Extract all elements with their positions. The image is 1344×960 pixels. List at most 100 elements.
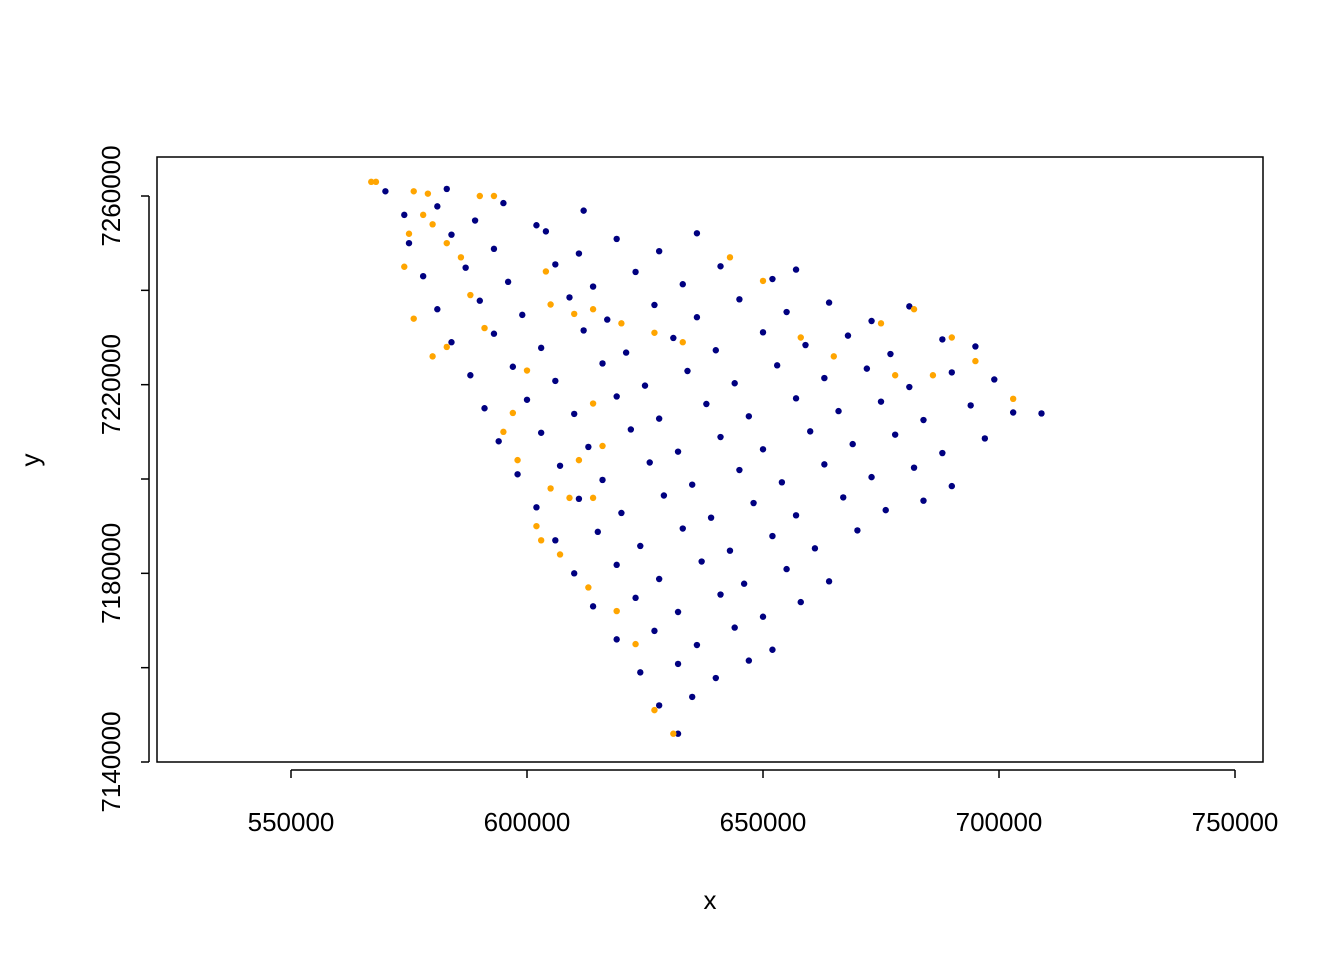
point — [429, 221, 436, 228]
point — [726, 547, 734, 554]
point — [948, 482, 956, 490]
point — [712, 674, 720, 682]
point — [589, 283, 597, 290]
point — [467, 291, 474, 299]
point — [731, 624, 738, 631]
point — [726, 254, 734, 261]
point — [585, 443, 592, 451]
point — [825, 578, 833, 585]
y-tick-label: 7180000 — [96, 523, 126, 624]
point — [840, 494, 847, 501]
point — [712, 347, 720, 354]
point — [514, 471, 521, 478]
point — [613, 607, 620, 615]
point — [443, 185, 450, 193]
point — [868, 473, 875, 481]
point — [967, 402, 974, 409]
point — [537, 537, 545, 544]
point — [542, 228, 550, 235]
point — [698, 558, 705, 565]
point — [443, 239, 450, 247]
point — [906, 303, 913, 310]
point — [797, 598, 804, 606]
point — [382, 188, 389, 195]
point — [523, 396, 531, 403]
point — [434, 306, 441, 313]
point — [972, 357, 979, 365]
point — [504, 278, 512, 286]
point — [948, 334, 956, 341]
point — [906, 383, 913, 391]
point — [877, 398, 885, 405]
point — [745, 413, 753, 420]
point — [467, 372, 474, 379]
point — [939, 336, 946, 343]
y-tick-label: 7140000 — [96, 711, 126, 812]
point — [401, 211, 408, 219]
point — [736, 466, 743, 474]
point — [792, 395, 800, 402]
point — [589, 603, 597, 610]
point — [703, 400, 710, 408]
point — [825, 299, 833, 306]
point — [651, 627, 658, 635]
point — [566, 294, 573, 301]
point — [674, 448, 682, 455]
point — [613, 636, 620, 643]
point — [589, 494, 597, 502]
point — [537, 429, 545, 436]
point — [594, 528, 602, 536]
point — [1009, 395, 1017, 403]
point — [552, 377, 559, 385]
point — [863, 365, 871, 372]
point — [575, 250, 583, 257]
point — [655, 415, 663, 422]
x-tick-label: 550000 — [248, 807, 335, 837]
point — [448, 339, 455, 346]
point — [599, 360, 606, 367]
point — [759, 446, 767, 453]
point — [920, 497, 927, 504]
point — [457, 254, 465, 261]
point — [689, 481, 696, 488]
point — [599, 442, 606, 450]
point — [476, 297, 484, 304]
point — [891, 372, 899, 379]
point — [651, 329, 658, 336]
point — [821, 374, 828, 382]
point — [542, 268, 550, 275]
y-tick-label: 7260000 — [96, 145, 126, 246]
point — [462, 264, 469, 271]
point — [448, 231, 455, 238]
point — [792, 266, 800, 273]
point — [429, 353, 436, 360]
point — [939, 449, 946, 457]
point — [589, 306, 597, 313]
point — [651, 706, 658, 714]
point — [972, 343, 979, 350]
point — [641, 382, 649, 389]
point — [547, 301, 554, 308]
point — [547, 485, 554, 492]
point — [835, 407, 842, 415]
point — [632, 594, 639, 602]
point — [613, 235, 620, 243]
point — [807, 428, 814, 435]
point — [920, 416, 927, 424]
point — [401, 263, 408, 270]
point — [490, 330, 498, 337]
point — [811, 545, 819, 552]
point — [854, 527, 861, 534]
y-axis-label: y — [15, 454, 45, 467]
point — [783, 308, 790, 316]
point — [500, 199, 507, 207]
point — [509, 363, 517, 370]
point — [1009, 409, 1017, 416]
point — [410, 315, 417, 322]
point — [646, 459, 653, 466]
point — [575, 495, 583, 503]
point — [651, 301, 658, 309]
point — [405, 230, 413, 237]
point — [556, 462, 564, 469]
